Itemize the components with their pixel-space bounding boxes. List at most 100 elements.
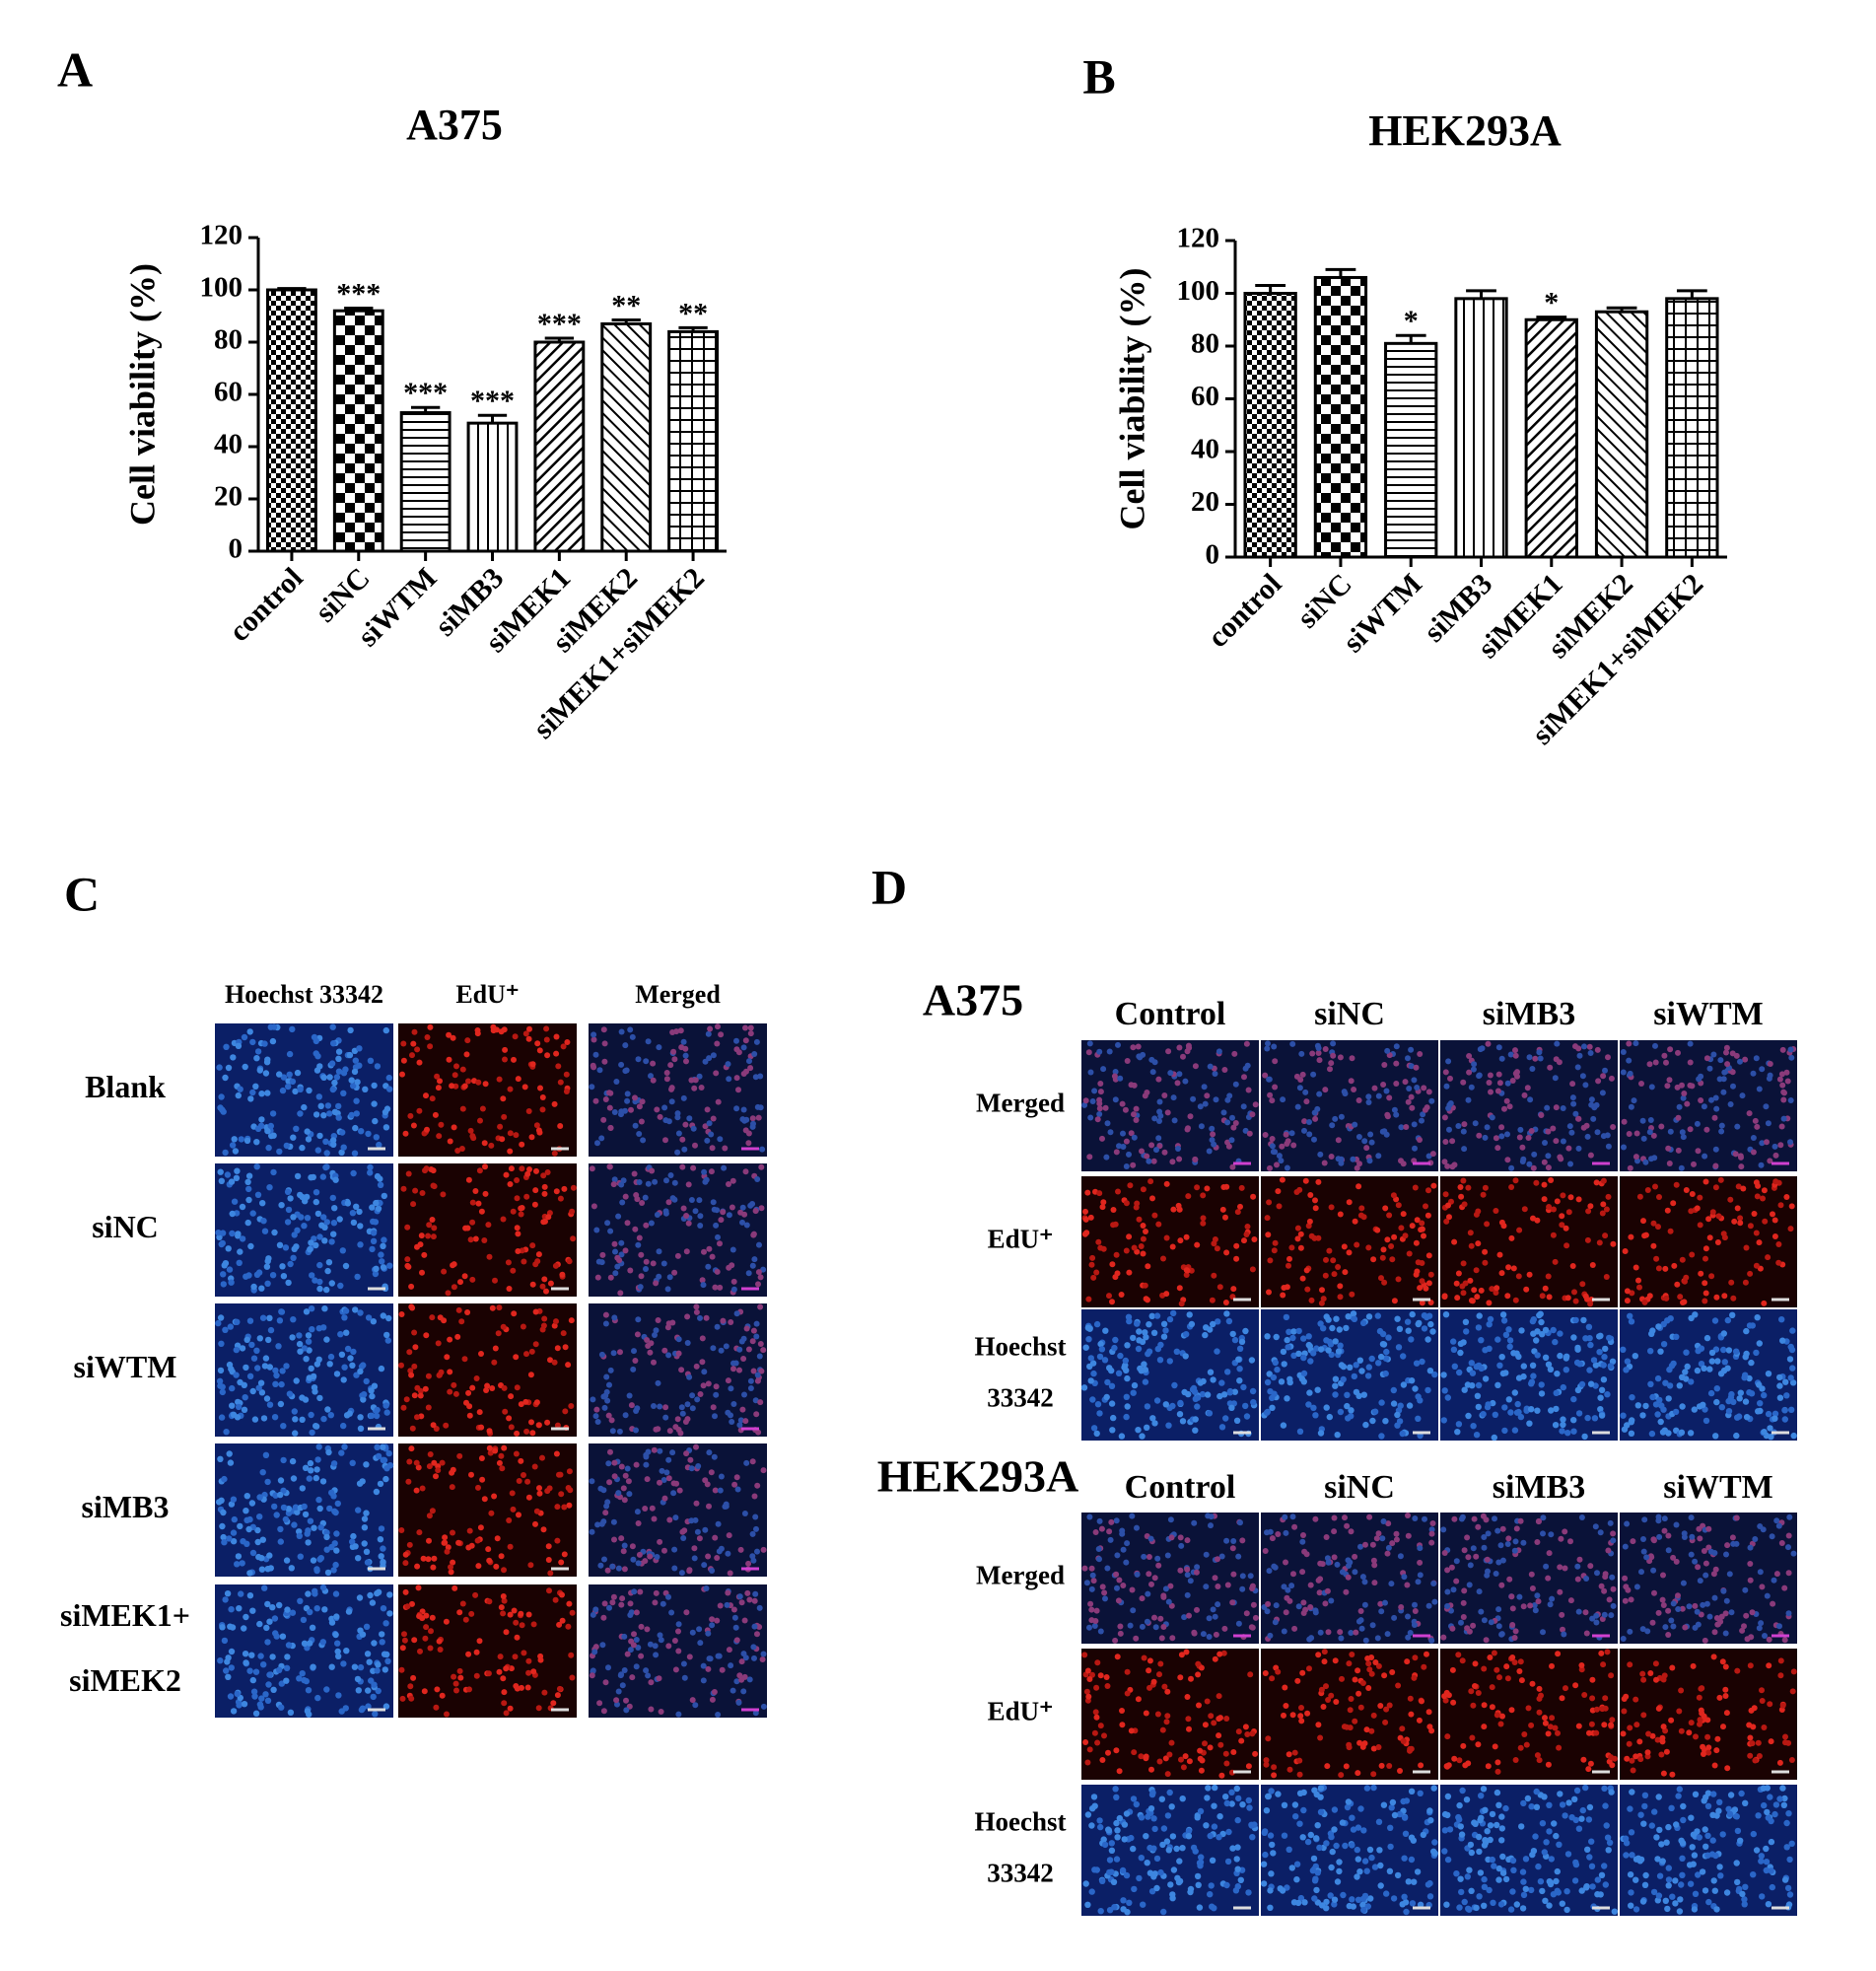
cell xyxy=(1750,1149,1757,1156)
cell xyxy=(1330,1257,1337,1264)
cell xyxy=(1087,1069,1094,1076)
cell xyxy=(682,1045,689,1052)
cell xyxy=(1312,1607,1319,1614)
cell xyxy=(1682,1369,1689,1375)
cell xyxy=(324,1569,332,1577)
cell xyxy=(1385,1520,1392,1527)
cell xyxy=(411,1392,418,1399)
cell xyxy=(1299,1275,1306,1282)
cell xyxy=(1130,1334,1137,1342)
cell xyxy=(663,1076,670,1083)
cell xyxy=(1284,1164,1290,1171)
cell xyxy=(636,1234,643,1241)
cell xyxy=(1431,1598,1438,1605)
cell xyxy=(1594,1129,1601,1136)
cell xyxy=(1119,1100,1126,1107)
cell xyxy=(1563,1242,1570,1249)
cell xyxy=(685,1181,692,1188)
cell xyxy=(475,1079,482,1086)
cell xyxy=(730,1606,737,1613)
cell xyxy=(1635,1277,1641,1284)
cell xyxy=(222,1260,230,1267)
cell xyxy=(340,1070,348,1077)
cell xyxy=(533,1399,540,1406)
cell xyxy=(1317,1560,1324,1567)
cell xyxy=(715,1233,721,1240)
cell xyxy=(532,1187,539,1194)
cell xyxy=(755,1281,761,1288)
cell xyxy=(1601,1611,1608,1618)
cell xyxy=(1221,1625,1228,1632)
cell xyxy=(234,1690,241,1698)
cell xyxy=(278,1704,285,1711)
cell xyxy=(1712,1146,1719,1153)
cell xyxy=(1675,1606,1682,1612)
cell xyxy=(1496,1362,1503,1370)
cell xyxy=(1181,1614,1188,1621)
cell xyxy=(488,1142,495,1149)
cell xyxy=(675,1336,682,1343)
cell xyxy=(717,1487,724,1494)
cell xyxy=(516,1478,522,1484)
cell xyxy=(1285,1138,1291,1145)
cell xyxy=(378,1365,385,1373)
cell xyxy=(514,1384,521,1391)
cell xyxy=(554,1537,561,1544)
cell xyxy=(1266,1076,1273,1083)
cell xyxy=(1167,1583,1174,1589)
cell xyxy=(1212,1071,1218,1077)
cell xyxy=(633,1663,640,1670)
cell xyxy=(636,1103,643,1110)
cell xyxy=(1788,1203,1795,1210)
micrograph xyxy=(1440,1040,1618,1171)
cell xyxy=(1134,1524,1140,1531)
cell xyxy=(1429,1520,1436,1526)
cell xyxy=(385,1074,392,1082)
cell xyxy=(1728,1609,1735,1616)
cell xyxy=(1302,1089,1309,1095)
cell xyxy=(727,1570,733,1577)
cell xyxy=(371,1082,378,1090)
cell xyxy=(1206,1148,1213,1155)
cell xyxy=(1495,1606,1502,1613)
cell xyxy=(354,1273,361,1281)
cell xyxy=(740,1356,747,1362)
significance: *** xyxy=(403,377,448,409)
cell xyxy=(591,1031,597,1038)
cell xyxy=(730,1286,737,1293)
cell xyxy=(230,1529,238,1536)
cell xyxy=(1413,1239,1420,1246)
cell xyxy=(676,1487,683,1494)
cell xyxy=(399,1071,405,1078)
cell xyxy=(243,1364,249,1372)
cell xyxy=(249,1210,256,1217)
cell xyxy=(699,1359,706,1366)
cell xyxy=(221,1475,228,1483)
cell xyxy=(1739,1627,1746,1634)
cell xyxy=(1221,1067,1228,1073)
cell xyxy=(601,1556,607,1563)
cell xyxy=(1096,1111,1103,1117)
cell xyxy=(1105,1749,1111,1756)
cell xyxy=(684,1416,691,1423)
cell xyxy=(323,1686,330,1693)
y-tick-label: 120 xyxy=(200,220,243,251)
cell xyxy=(299,1416,306,1424)
cell xyxy=(1657,1348,1664,1355)
cell xyxy=(1562,1565,1568,1572)
cell xyxy=(536,1047,543,1054)
cell xyxy=(1499,1713,1505,1720)
cell xyxy=(1697,1578,1703,1584)
cell xyxy=(405,1170,412,1177)
cell xyxy=(1500,1317,1508,1324)
cell xyxy=(604,1397,611,1404)
cell xyxy=(1176,1156,1183,1162)
cell xyxy=(1721,1293,1728,1300)
cell xyxy=(1683,1187,1690,1193)
cell xyxy=(1391,1614,1398,1621)
cell xyxy=(307,1459,314,1467)
cell xyxy=(626,1491,633,1498)
cell xyxy=(1560,1192,1566,1199)
cell xyxy=(1468,1084,1475,1091)
cell xyxy=(485,1670,492,1677)
